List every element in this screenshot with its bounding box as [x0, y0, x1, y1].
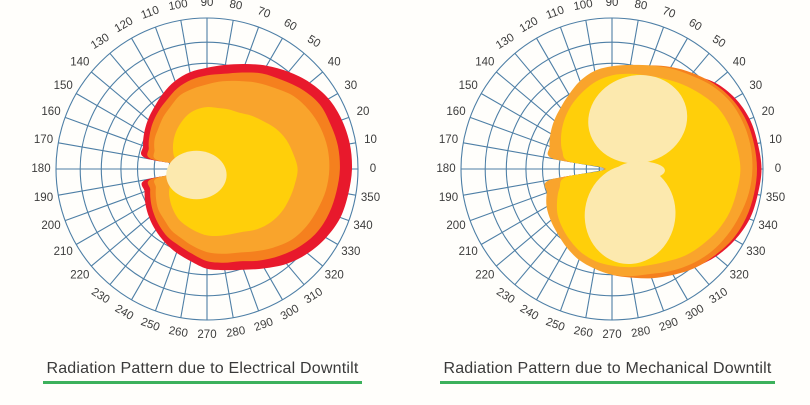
caption-text: Radiation Pattern due to Mechanical Down… — [440, 360, 775, 384]
angle-label-100: 100 — [168, 0, 189, 13]
pattern-layer-cream-lower-lobe — [584, 164, 676, 265]
angle-label-20: 20 — [762, 106, 775, 118]
angle-label-290: 290 — [253, 316, 275, 334]
angle-label-260: 260 — [573, 325, 594, 340]
angle-label-110: 110 — [140, 4, 161, 22]
angle-label-50: 50 — [305, 33, 322, 50]
angle-label-90: 90 — [606, 0, 619, 9]
angle-label-160: 160 — [41, 106, 60, 118]
angle-label-120: 120 — [113, 15, 136, 35]
angle-label-320: 320 — [730, 270, 749, 282]
angle-label-260: 260 — [168, 325, 189, 340]
angle-label-80: 80 — [228, 0, 243, 13]
angle-label-100: 100 — [573, 0, 594, 13]
angle-label-280: 280 — [225, 325, 246, 340]
angle-label-110: 110 — [545, 4, 566, 22]
angle-label-300: 300 — [279, 303, 302, 323]
angle-label-20: 20 — [357, 106, 370, 118]
pattern-layer-yellow-core — [169, 107, 298, 237]
angle-label-330: 330 — [746, 246, 765, 258]
angle-label-190: 190 — [439, 192, 458, 204]
angle-label-170: 170 — [439, 134, 458, 146]
angle-label-170: 170 — [34, 134, 53, 146]
caption-mechanical-downtilt: Radiation Pattern due to Mechanical Down… — [440, 360, 775, 384]
angle-label-300: 300 — [684, 303, 707, 323]
angle-label-40: 40 — [328, 56, 341, 68]
angle-label-60: 60 — [686, 17, 703, 34]
angle-label-320: 320 — [325, 270, 344, 282]
angle-label-50: 50 — [710, 33, 727, 50]
angle-label-230: 230 — [494, 286, 517, 306]
angle-label-190: 190 — [34, 192, 53, 204]
angle-label-250: 250 — [544, 316, 566, 334]
pattern-layer-cream-upper-lobe — [588, 75, 688, 164]
angle-label-180: 180 — [31, 163, 50, 175]
angle-label-240: 240 — [518, 303, 541, 323]
angle-label-290: 290 — [658, 316, 680, 334]
pattern-layer-cream-center-petal — [616, 161, 665, 180]
angle-label-200: 200 — [446, 220, 465, 232]
angle-label-150: 150 — [54, 80, 73, 92]
angle-label-250: 250 — [139, 316, 161, 334]
angle-label-0: 0 — [775, 163, 781, 175]
angle-label-210: 210 — [54, 246, 73, 258]
angle-label-310: 310 — [302, 286, 325, 306]
angle-label-220: 220 — [475, 270, 494, 282]
angle-label-140: 140 — [70, 56, 89, 68]
angle-label-10: 10 — [364, 134, 377, 146]
angle-label-140: 140 — [475, 56, 494, 68]
angle-label-330: 330 — [341, 246, 360, 258]
angle-label-10: 10 — [769, 134, 782, 146]
angle-label-340: 340 — [758, 220, 777, 232]
angle-label-350: 350 — [361, 192, 380, 204]
angle-label-200: 200 — [41, 220, 60, 232]
angle-label-130: 130 — [89, 32, 112, 52]
angle-label-350: 350 — [766, 192, 785, 204]
angle-label-30: 30 — [344, 80, 357, 92]
angle-label-80: 80 — [633, 0, 648, 13]
angle-label-180: 180 — [436, 163, 455, 175]
angle-label-90: 90 — [201, 0, 214, 9]
angle-label-310: 310 — [707, 286, 730, 306]
angle-label-270: 270 — [197, 329, 216, 341]
angle-label-160: 160 — [446, 106, 465, 118]
angle-label-240: 240 — [113, 303, 136, 323]
angle-label-270: 270 — [602, 329, 621, 341]
caption-electrical-downtilt: Radiation Pattern due to Electrical Down… — [43, 360, 362, 384]
caption-text: Radiation Pattern due to Electrical Down… — [43, 360, 362, 384]
angle-label-70: 70 — [256, 5, 272, 21]
angle-label-120: 120 — [518, 15, 541, 35]
angle-label-70: 70 — [661, 5, 677, 21]
angle-label-210: 210 — [459, 246, 478, 258]
angle-label-60: 60 — [281, 17, 298, 34]
angle-label-40: 40 — [733, 56, 746, 68]
mechanical-downtilt-figure: 0 10 20 30 40 50 60 70 80 90 100 110 120 130 140 150 160… — [405, 0, 810, 405]
angle-label-0: 0 — [370, 163, 376, 175]
angle-label-130: 130 — [494, 32, 517, 52]
angle-label-340: 340 — [353, 220, 372, 232]
angle-label-150: 150 — [459, 80, 478, 92]
angle-label-30: 30 — [749, 80, 762, 92]
angle-label-220: 220 — [70, 270, 89, 282]
angle-label-230: 230 — [89, 286, 112, 306]
electrical-downtilt-figure: 0 10 20 30 40 50 60 70 80 90 100 110 120 130 140 150 160… — [31, 0, 380, 384]
angle-label-280: 280 — [630, 325, 651, 340]
pattern-layer-cream-center-spot — [166, 150, 227, 200]
